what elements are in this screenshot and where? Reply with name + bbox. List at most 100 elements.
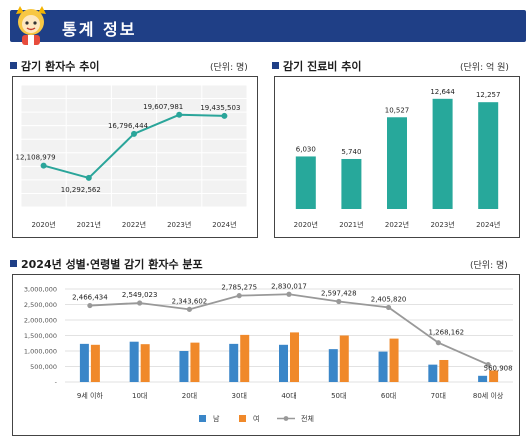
data-label: 2,785,275: [221, 284, 257, 292]
x-tick-label: 40대: [281, 392, 296, 400]
patients-chart-box: 12,108,979 2020년 10,292,562 2021년 16,796,444…: [12, 76, 258, 238]
bar-male: [79, 343, 89, 382]
x-tick-label: 20대: [182, 392, 197, 400]
square-bullet-icon: [10, 260, 17, 267]
data-point-total: [87, 302, 93, 309]
x-tick-label: 80세 이상: [473, 391, 504, 400]
section-title-patients: 감기 환자수 추이: [10, 58, 100, 74]
bar-female: [339, 335, 349, 382]
y-tick-label: 1,000,000: [24, 348, 57, 356]
bar-male: [179, 351, 189, 382]
x-tick-label: 10대: [132, 392, 147, 400]
bar: [387, 117, 407, 209]
data-label: 1,268,162: [429, 329, 465, 337]
data-label: 19,607,981: [143, 103, 183, 111]
bar-female: [389, 338, 399, 382]
bar: [478, 102, 499, 209]
section-title-text: 감기 진료비 추이: [283, 60, 362, 73]
data-label: 12,108,979: [16, 154, 56, 162]
page-title: 통계 정보: [62, 20, 137, 39]
header: 통계 정보: [0, 0, 530, 48]
bar-female: [240, 334, 250, 382]
bar: [341, 158, 362, 209]
legend-swatch-male: [199, 415, 206, 422]
x-tick-label: 2023년: [167, 220, 191, 229]
data-label: 2,466,434: [72, 294, 108, 302]
mascot-icon: [16, 6, 46, 45]
data-point: [85, 174, 92, 181]
unit-label: (단위: 명): [470, 261, 508, 271]
y-tick-label: 2,500,000: [24, 301, 57, 309]
data-label: 16,796,444: [108, 122, 149, 130]
data-label: 2,597,428: [321, 289, 357, 297]
bar-female: [140, 344, 150, 382]
data-label: 12,257: [476, 91, 501, 99]
bar-female: [190, 342, 200, 382]
x-tick-label: 2023년: [430, 220, 454, 229]
plot-area: [21, 85, 247, 207]
bar: [295, 156, 316, 209]
data-label: 2,405,820: [371, 295, 407, 303]
legend-label: 전체: [301, 414, 314, 423]
patients-line-chart: 12,108,979 2020년 10,292,562 2021년 16,796,444…: [16, 84, 248, 229]
bar-male: [229, 343, 239, 382]
bar-female: [290, 332, 299, 382]
x-tick-label: 60대: [381, 392, 396, 400]
data-point-total: [236, 293, 242, 299]
distribution-chart-box: 3,000,000 2,500,000 2,000,000 1,500,000 1,00…: [12, 274, 520, 436]
data-point-total: [385, 304, 392, 311]
x-tick-label: 9세 이하: [77, 391, 104, 400]
bar-female: [90, 344, 100, 382]
y-tick-label: 2,000,000: [24, 317, 57, 325]
y-tick-label: 1,500,000: [24, 332, 57, 340]
x-tick-label: 30대: [232, 392, 247, 400]
square-bullet-icon: [272, 62, 279, 69]
data-point-total: [485, 362, 491, 368]
section-title-cost: 감기 진료비 추이: [272, 58, 362, 74]
bar-male: [279, 344, 288, 382]
legend-label: 남: [213, 414, 220, 423]
unit-label: (단위: 억 원): [460, 63, 509, 73]
bar-male: [129, 341, 139, 382]
data-label: 19,435,503: [200, 104, 240, 112]
data-point-total: [435, 340, 441, 346]
bar-male: [478, 375, 488, 382]
bar-female: [439, 359, 449, 382]
bar-male: [428, 364, 438, 382]
section-title-distribution: 2024년 성별·연령별 감기 환자수 분포: [10, 256, 203, 272]
y-tick-label: -: [55, 379, 58, 387]
x-tick-label: 2020년: [31, 220, 55, 229]
legend-swatch-female: [239, 415, 246, 422]
bar: [432, 98, 453, 209]
x-tick-label: 2021년: [339, 220, 363, 229]
data-label: 560,908: [484, 365, 513, 373]
square-bullet-icon: [10, 62, 17, 69]
data-point-total: [286, 291, 292, 297]
data-point: [131, 130, 137, 137]
data-label: 6,030: [296, 145, 316, 153]
x-tick-label: 2024년: [212, 220, 236, 229]
data-point-total: [137, 300, 143, 306]
x-tick-label: 2021년: [77, 220, 101, 229]
header-bar: [10, 10, 526, 42]
cost-bar-chart: 6,030 2020년 5,740 2021년 10,527 2022년 12,644 202…: [294, 88, 501, 229]
x-tick-label: 2022년: [122, 220, 146, 229]
distribution-combo-chart: 3,000,000 2,500,000 2,000,000 1,500,000 1,00…: [24, 282, 513, 423]
x-tick-label: 70대: [431, 392, 446, 400]
x-tick-label: 2024년: [476, 220, 500, 229]
x-tick-label: 50대: [331, 392, 346, 400]
bar-male: [328, 349, 338, 382]
data-point: [40, 162, 47, 169]
data-point-total: [186, 306, 193, 312]
legend-marker-total: [283, 416, 289, 421]
data-label: 5,740: [341, 148, 361, 156]
section-title-text: 2024년 성별·연령별 감기 환자수 분포: [21, 258, 203, 271]
data-label: 10,292,562: [61, 186, 101, 194]
data-label: 2,343,602: [172, 297, 208, 305]
data-label: 12,644: [430, 88, 455, 96]
data-label: 10,527: [385, 106, 410, 114]
y-tick-label: 500,000: [30, 363, 57, 371]
bar-female: [489, 370, 499, 382]
x-tick-label: 2020년: [294, 220, 318, 229]
data-label: 2,549,023: [122, 291, 158, 299]
